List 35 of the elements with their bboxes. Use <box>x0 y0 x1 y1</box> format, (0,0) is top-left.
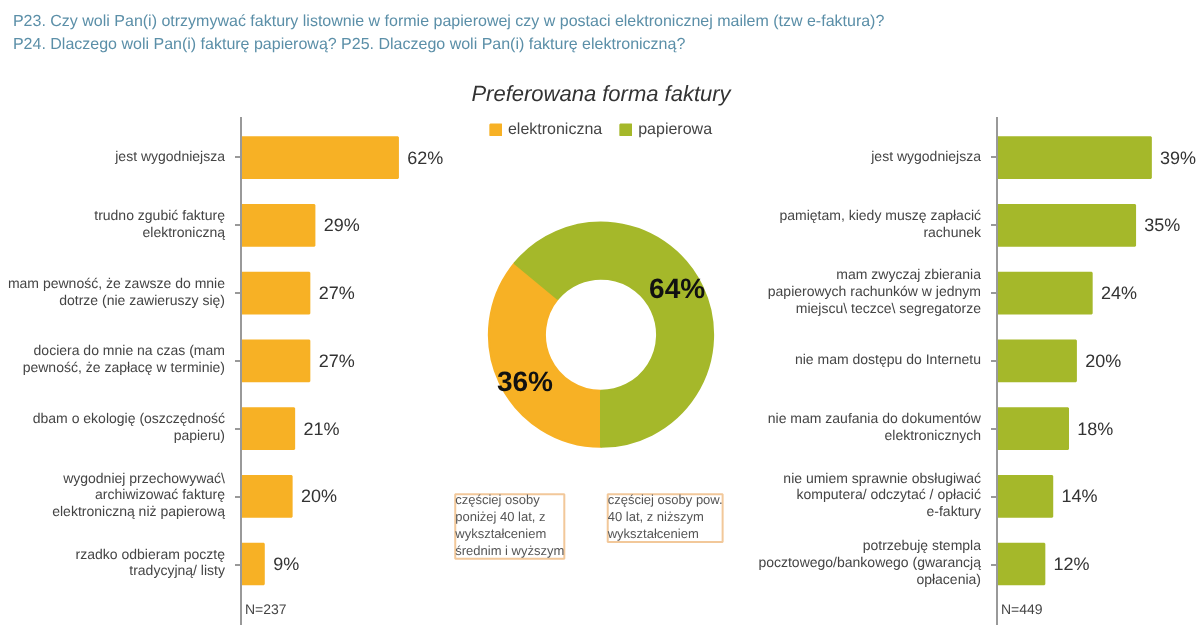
data-label: 29% <box>323 215 360 236</box>
data-label: 9% <box>273 554 300 575</box>
bar <box>241 204 316 247</box>
bar <box>241 407 296 450</box>
bar <box>241 474 293 518</box>
data-label: 27% <box>318 283 355 304</box>
data-label: 36% <box>496 365 555 398</box>
data-label: 14% <box>1061 486 1098 507</box>
text: P24. Dlaczego woli Pan(i) fakturę papierową? P25. Dlaczego woli Pan(i) fakturę elektroniczną? <box>12 35 687 53</box>
bar <box>997 136 1152 179</box>
bar <box>241 136 399 179</box>
bar <box>997 542 1046 586</box>
data-label: 64% <box>649 272 707 305</box>
data-label: 20% <box>301 486 338 507</box>
legend-label: papierowa <box>638 120 713 138</box>
data-label: 18% <box>1077 418 1114 439</box>
bar <box>997 407 1070 450</box>
chart-title: Preferowana forma faktury <box>471 83 734 107</box>
bar <box>241 542 265 586</box>
data-label: 24% <box>1100 283 1137 304</box>
data-label: 62% <box>407 147 444 168</box>
data-label: 35% <box>1144 215 1181 236</box>
bar <box>997 474 1054 518</box>
data-label: 12% <box>1053 554 1090 575</box>
bar <box>241 271 311 315</box>
bar <box>997 339 1077 383</box>
data-label: 21% <box>303 418 340 439</box>
bar <box>241 339 311 383</box>
data-label: 20% <box>1085 350 1122 371</box>
text: P23. Czy woli Pan(i) otrzymywać faktury listownie w formie papierowej czy w postaci elektronicznej mailem (tzw e-faktura)? <box>12 12 886 31</box>
legend-label: elektroniczna <box>507 120 603 138</box>
bar <box>997 271 1093 315</box>
data-label: 27% <box>318 350 355 371</box>
data-label: 39% <box>1160 147 1197 168</box>
bar <box>997 204 1137 247</box>
